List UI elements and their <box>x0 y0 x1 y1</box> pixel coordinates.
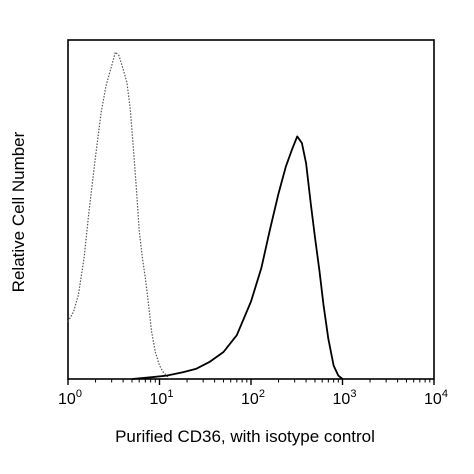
plot-frame <box>67 39 435 380</box>
y-axis-title: Relative Cell Number <box>9 131 28 292</box>
x-tick-label: 100 <box>58 388 82 408</box>
x-tick-label-exponent: 0 <box>76 388 82 400</box>
x-tick-label: 103 <box>333 388 357 408</box>
isotype-control-curve <box>67 51 171 380</box>
x-tick-label-base: 10 <box>150 391 168 408</box>
x-tick-label-base: 10 <box>58 391 76 408</box>
x-tick-label-exponent: 1 <box>167 388 173 400</box>
x-tick-layer: 100 101 102 103 104 <box>58 379 448 408</box>
cd36-curve <box>131 135 344 380</box>
x-tick-label: 101 <box>150 388 174 408</box>
series-layer <box>67 51 344 380</box>
x-tick-label: 104 <box>424 388 448 408</box>
x-tick-label-base: 10 <box>424 391 442 408</box>
x-tick-label-exponent: 2 <box>259 388 265 400</box>
x-tick-label-base: 10 <box>241 391 259 408</box>
x-tick-label-exponent: 4 <box>442 388 448 400</box>
x-tick-label-base: 10 <box>333 391 351 408</box>
x-tick-label: 102 <box>241 388 265 408</box>
x-axis-title: Purified CD36, with isotype control <box>115 427 375 446</box>
x-tick-label-exponent: 3 <box>350 388 356 400</box>
